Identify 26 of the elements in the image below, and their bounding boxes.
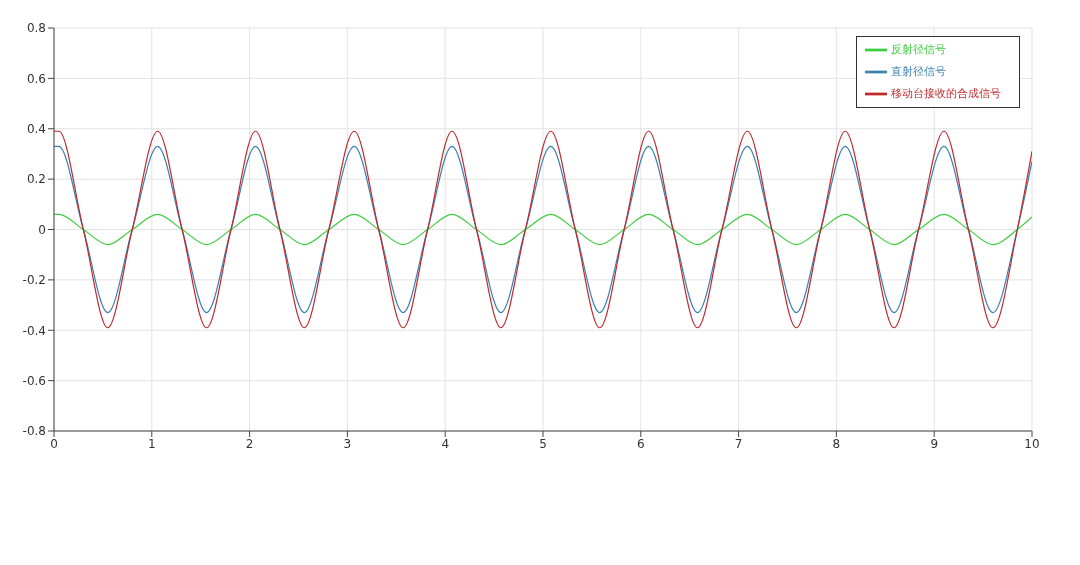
legend-label: 反射径信号	[891, 43, 946, 56]
x-tick-label: 3	[343, 436, 352, 451]
y-tick-label: 0.2	[26, 172, 46, 187]
legend-label: 移动台接收的合成信号	[891, 87, 1001, 100]
x-tick-label: 6	[636, 436, 645, 451]
line-series	[54, 130, 1032, 329]
x-tick-label: 0	[50, 436, 58, 451]
y-tick-label: -0.6	[22, 373, 46, 388]
y-tick-label: 0	[38, 222, 46, 237]
line-series	[54, 213, 1032, 246]
x-tick-label: 2	[245, 436, 254, 451]
x-tick-label: 7	[734, 436, 743, 451]
y-tick-label: 0.4	[26, 122, 46, 137]
y-tick-label: -0.8	[22, 424, 46, 439]
x-tick-label: 4	[441, 436, 450, 451]
y-tick-label: -0.2	[22, 273, 46, 288]
x-tick-label: 8	[832, 436, 841, 451]
x-tick-label: 1	[147, 436, 156, 451]
line-series	[54, 145, 1032, 314]
y-tick-label: 0.8	[26, 21, 46, 36]
legend-label: 直射径信号	[891, 65, 946, 78]
x-tick-label: 9	[930, 436, 939, 451]
x-tick-label: 10	[1024, 436, 1040, 451]
y-tick-label: -0.4	[22, 323, 46, 338]
y-tick-label: 0.6	[26, 71, 46, 86]
x-tick-label: 5	[539, 436, 547, 451]
